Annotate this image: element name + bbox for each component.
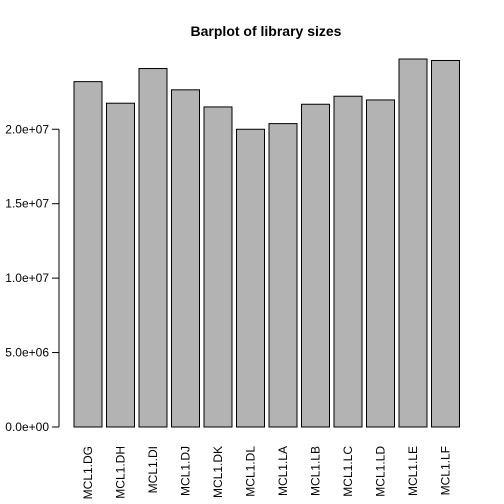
x-tick-label: MCL1.LC (341, 446, 355, 497)
x-tick-label: MCL1.DI (146, 446, 160, 493)
x-tick-label: MCL1.DL (244, 446, 258, 497)
bar-mcl1-dl (236, 128, 265, 428)
bar-mcl1-lc (333, 95, 363, 428)
bar-mcl1-dj (171, 89, 200, 428)
bar-mcl1-lf (431, 59, 460, 428)
bar-mcl1-dk (203, 106, 233, 428)
x-tick-label: MCL1.LB (309, 446, 323, 496)
x-tick-label: MCL1.LE (406, 446, 420, 496)
x-axis-labels: MCL1.DG MCL1.DH MCL1.DI MCL1.DJ MCL1.DK MCL1.… (81, 446, 453, 500)
x-tick-label: MCL1.DJ (179, 446, 193, 496)
bar-mcl1-dg (73, 81, 103, 428)
x-tick-label: MCL1.DH (114, 446, 128, 499)
bar-mcl1-le (398, 58, 428, 428)
x-tick-label: MCL1.DG (81, 446, 95, 499)
bar-mcl1-dh (106, 102, 135, 428)
y-tick-label: 2.0e+07 (5, 122, 49, 136)
y-tick-label: 1.0e+07 (5, 271, 49, 285)
y-tick-label: 5.0e+06 (5, 346, 49, 360)
x-tick-label: MCL1.LA (276, 446, 290, 496)
x-tick-label: MCL1.DK (211, 446, 225, 498)
bar-mcl1-di (138, 68, 168, 428)
bar-mcl1-lb (301, 103, 330, 428)
bar-mcl1-ld (366, 99, 395, 428)
x-tick-label: MCL1.LF (439, 446, 453, 495)
y-tick-label: 1.5e+07 (5, 197, 49, 211)
y-tick-label: 0.0e+00 (5, 420, 49, 434)
chart-title: Barplot of library sizes (191, 23, 342, 39)
bars (73, 58, 460, 428)
x-tick-label: MCL1.LD (374, 446, 388, 497)
bar-mcl1-la (268, 123, 298, 428)
y-axis: 0.0e+00 5.0e+06 1.0e+07 1.5e+07 2.0e+07 (5, 122, 60, 434)
